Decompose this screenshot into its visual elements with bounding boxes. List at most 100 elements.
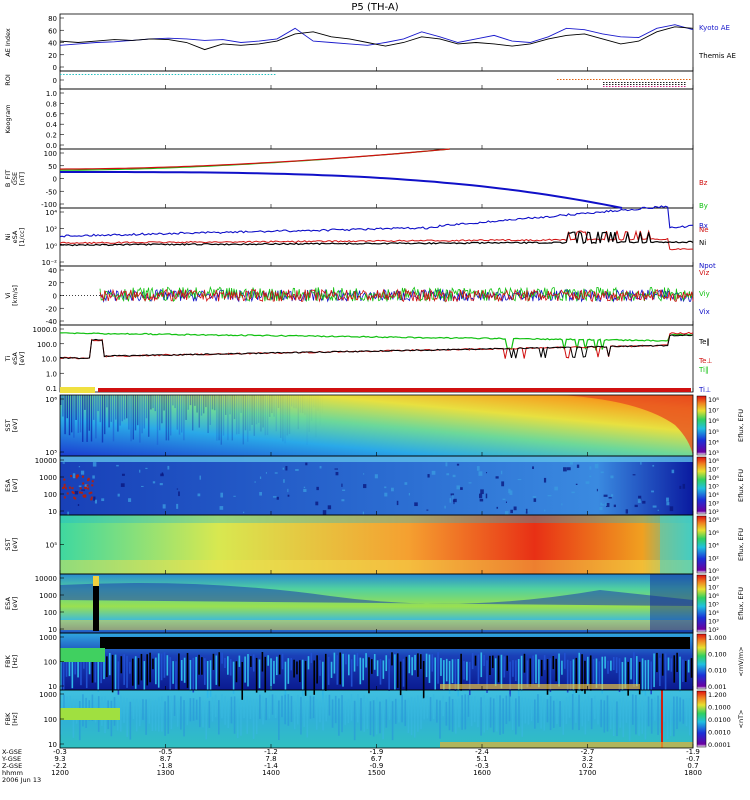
roi-flag-mark: [665, 79, 667, 80]
fbk-e-streak: [394, 654, 396, 690]
bfit-legend-item: By: [699, 202, 708, 210]
fbk-e-streak: [111, 654, 114, 693]
roi-flag-mark: [143, 74, 146, 75]
roi-flag-mark: [621, 86, 623, 87]
esa-e-speckle: [669, 506, 674, 512]
esa_e-cbar-tick: 10²: [708, 508, 719, 516]
sst-e-streak: [253, 395, 255, 436]
bfit-ylabel: GSE: [11, 172, 19, 185]
fbk-e-streak: [365, 653, 367, 668]
roi-flag-mark: [615, 84, 617, 85]
fbk-b-streak: [363, 695, 365, 732]
roi-flag-mark: [666, 86, 668, 87]
esa-e-speckle: [508, 488, 511, 494]
roi-flag-mark: [134, 74, 136, 75]
sst-e-streak: [225, 395, 227, 415]
sst-e-streak: [60, 395, 62, 406]
fbk-e-streak: [405, 656, 408, 691]
roi-flag-mark: [612, 82, 614, 83]
fbk_e-cbar-tick: 0.010: [708, 667, 727, 675]
fbk-e-streak: [356, 652, 359, 667]
esa-e-speckle: [513, 506, 517, 511]
esa-e-speckle: [605, 502, 607, 506]
roi-flag-mark: [569, 79, 571, 80]
fbk-e-streak: [235, 661, 238, 683]
fbk-e-streak: [215, 655, 218, 685]
x-tick-label-xgse: -0.5: [159, 748, 173, 756]
fbk-e-streak: [448, 660, 451, 694]
fbk-b-streak: [391, 701, 394, 741]
esa-e-red-speckle: [62, 487, 65, 490]
fbk-e-streak: [316, 655, 318, 684]
esa-e-speckle: [362, 511, 365, 515]
esa-e-speckle: [287, 488, 289, 493]
roi-flag-mark: [648, 84, 650, 85]
esa-e-red-speckle: [63, 478, 66, 481]
esa-e-red-speckle: [88, 492, 91, 495]
esa-e-speckle: [566, 467, 571, 471]
keogram-ytick-label: 0.4: [46, 121, 58, 129]
sst-e-streak: [293, 395, 295, 409]
esa-e-speckle: [599, 506, 603, 511]
fbk-e-streak: [247, 654, 249, 687]
sst-e-streak: [68, 395, 71, 436]
sst-e-streak: [317, 395, 318, 411]
esa-e-speckle: [120, 483, 125, 487]
fbk-e-streak: [350, 659, 353, 687]
velocity-ylabel: [km/s]: [11, 285, 19, 306]
roi-flag-mark: [623, 79, 625, 80]
fbk-e-streak: [149, 652, 151, 683]
roi-flag-mark: [156, 74, 158, 75]
roi-flag-mark: [633, 84, 635, 85]
fbk-e-streak: [163, 652, 166, 678]
x-tick-label-ygse: 9.3: [54, 755, 65, 763]
esa-e-red-speckle: [63, 483, 66, 486]
roi-flag-mark: [221, 74, 223, 75]
sst-e-streak: [117, 395, 119, 432]
esa-e-speckle: [282, 467, 285, 470]
roi-flag-mark: [656, 79, 658, 80]
sst_e-cbar-tick: 10⁴: [708, 438, 719, 446]
density-ytick-label: 10²: [45, 226, 57, 234]
roi-flag-mark: [644, 79, 646, 80]
fbk-b-streak: [451, 698, 454, 732]
esa-e-speckle: [327, 505, 332, 510]
roi-flag-mark: [606, 82, 608, 83]
sst_i-ylabel: [eV]: [11, 538, 19, 552]
fbk-e-streak: [267, 655, 269, 666]
velocity-series-line: [99, 288, 694, 303]
fbk-b-streak: [663, 700, 666, 722]
esa-e-speckle: [322, 510, 327, 515]
fbk-b-red-line: [661, 690, 663, 748]
roi-flag-mark: [146, 74, 149, 75]
esa-e-speckle: [427, 474, 430, 478]
sst-e-streak: [189, 395, 192, 406]
sst_e-ylabel: SST: [4, 419, 12, 431]
fbk-b-streak: [641, 700, 644, 734]
roi-flag-mark: [684, 86, 686, 87]
fbk-e-streak: [301, 659, 304, 697]
sst-e-streak: [288, 395, 291, 434]
fbk-b-streak: [613, 699, 615, 736]
esa-e-speckle: [554, 486, 558, 491]
fbk-e-streak: [293, 659, 295, 678]
fbk-e-streak: [224, 657, 226, 668]
fbk-b-streak: [249, 697, 252, 720]
esa-e-speckle: [319, 465, 322, 469]
roi-flag-mark: [171, 74, 174, 75]
fbk-e-streak: [252, 654, 255, 672]
temperature-ytick-label: 100.0: [37, 341, 57, 349]
fbk-b-streak: [309, 695, 312, 719]
sst-e-streak: [152, 395, 154, 409]
fbk-e-streak: [169, 657, 172, 690]
esa-e-speckle: [478, 471, 483, 476]
ae-ytick-label: 40: [48, 40, 57, 48]
fbk-b-streak: [63, 694, 65, 717]
esa_e-ytick-label: 10: [48, 508, 57, 516]
fbk-b-streak: [240, 701, 242, 736]
fbk-b-streak: [417, 695, 419, 732]
fbk-e-streak: [549, 658, 552, 693]
roi-flag-mark: [606, 86, 608, 87]
esa-e-red-speckle: [63, 496, 66, 499]
fbk-b-streak: [287, 694, 290, 726]
